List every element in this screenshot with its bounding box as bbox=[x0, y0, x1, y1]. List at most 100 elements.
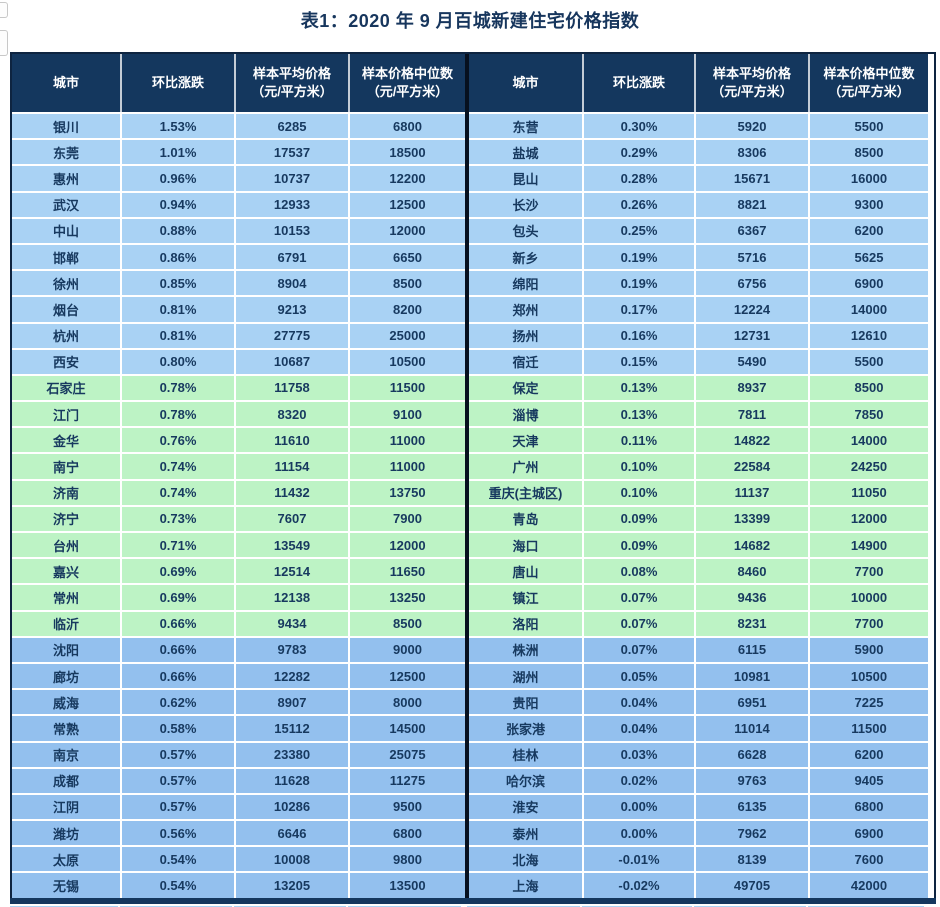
cell-change: 0.57% bbox=[122, 740, 236, 767]
cell-avg-price: 7811 bbox=[696, 400, 810, 427]
cell-avg-price: 11014 bbox=[696, 714, 810, 741]
cell-change: 0.96% bbox=[122, 164, 236, 191]
cell-city: 杭州 bbox=[12, 321, 122, 348]
cell-city: 潍坊 bbox=[12, 819, 122, 846]
cell-avg-price: 9763 bbox=[696, 766, 810, 793]
cell-city: 嘉兴 bbox=[12, 557, 122, 584]
cell-city: 江阴 bbox=[12, 792, 122, 820]
cell-city: 南京 bbox=[12, 740, 122, 767]
cell-avg-price: 10981 bbox=[696, 661, 810, 689]
cell-avg-price: 10286 bbox=[236, 792, 350, 820]
cell-median-price: 6650 bbox=[350, 242, 465, 270]
cell-change: 0.56% bbox=[122, 819, 236, 846]
cell-avg-price: 14822 bbox=[696, 426, 810, 453]
cell-avg-price: 15112 bbox=[236, 714, 350, 741]
cell-change: 0.30% bbox=[584, 112, 696, 139]
cell-city: 扬州 bbox=[469, 321, 584, 348]
cell-median-price: 8500 bbox=[810, 138, 928, 165]
cell-avg-price: 8904 bbox=[236, 269, 350, 296]
cell-change: 0.78% bbox=[122, 373, 236, 401]
cell-avg-price: 8907 bbox=[236, 688, 350, 715]
cell-avg-price: 5716 bbox=[696, 242, 810, 270]
cell-median-price: 9500 bbox=[350, 792, 465, 820]
cropped-row-cell bbox=[234, 905, 346, 907]
cell-city: 桂林 bbox=[469, 740, 584, 767]
cell-change: 0.13% bbox=[584, 373, 696, 401]
cell-change: 0.54% bbox=[122, 871, 236, 898]
cell-avg-price: 22584 bbox=[696, 452, 810, 479]
table-center-divider bbox=[465, 54, 469, 898]
cell-city: 南宁 bbox=[12, 452, 122, 479]
cell-median-price: 13250 bbox=[350, 583, 465, 610]
cell-avg-price: 6135 bbox=[696, 792, 810, 820]
cell-city: 成都 bbox=[12, 766, 122, 793]
cell-avg-price: 12933 bbox=[236, 190, 350, 217]
cell-city: 济宁 bbox=[12, 504, 122, 531]
cell-median-price: 12000 bbox=[350, 531, 465, 558]
cell-city: 广州 bbox=[469, 452, 584, 479]
cropped-row-cell bbox=[10, 905, 118, 907]
cell-change: 0.66% bbox=[122, 635, 236, 662]
cell-change: 0.19% bbox=[584, 242, 696, 270]
cell-change: 0.57% bbox=[122, 766, 236, 793]
cell-avg-price: 6951 bbox=[696, 688, 810, 715]
cell-median-price: 6800 bbox=[350, 112, 465, 139]
cell-change: 0.81% bbox=[122, 321, 236, 348]
cropped-row-cell bbox=[348, 905, 461, 907]
column-header-avg-price: 样本平均价格 （元/平方米） bbox=[236, 54, 350, 112]
cell-median-price: 12000 bbox=[810, 504, 928, 531]
cell-median-price: 8500 bbox=[350, 609, 465, 636]
cell-avg-price: 27775 bbox=[236, 321, 350, 348]
cell-avg-price: 10008 bbox=[236, 845, 350, 872]
cell-median-price: 9800 bbox=[350, 845, 465, 872]
cell-change: 0.11% bbox=[584, 426, 696, 453]
cell-change: 0.29% bbox=[584, 138, 696, 165]
cell-median-price: 6200 bbox=[810, 740, 928, 767]
cell-avg-price: 11154 bbox=[236, 452, 350, 479]
cell-change: 0.00% bbox=[584, 819, 696, 846]
cell-city: 石家庄 bbox=[12, 373, 122, 401]
cell-avg-price: 9213 bbox=[236, 295, 350, 322]
cell-median-price: 6800 bbox=[350, 819, 465, 846]
cell-avg-price: 14682 bbox=[696, 531, 810, 558]
cell-change: 0.71% bbox=[122, 531, 236, 558]
cell-change: 0.85% bbox=[122, 269, 236, 296]
cell-city: 临沂 bbox=[12, 609, 122, 636]
cell-city: 常州 bbox=[12, 583, 122, 610]
cell-median-price: 9300 bbox=[810, 190, 928, 217]
cell-median-price: 7225 bbox=[810, 688, 928, 715]
cell-change: 0.08% bbox=[584, 557, 696, 584]
cell-change: 0.09% bbox=[584, 504, 696, 531]
cell-avg-price: 6791 bbox=[236, 242, 350, 270]
cell-median-price: 11000 bbox=[350, 452, 465, 479]
column-header-median-price: 样本价格中位数 （元/平方米） bbox=[810, 54, 928, 112]
cell-avg-price: 6285 bbox=[236, 112, 350, 139]
cell-city: 重庆(主城区) bbox=[469, 478, 584, 505]
cell-avg-price: 12282 bbox=[236, 661, 350, 689]
cell-median-price: 25075 bbox=[350, 740, 465, 767]
cell-median-price: 14000 bbox=[810, 426, 928, 453]
cell-city: 长沙 bbox=[469, 190, 584, 217]
cell-change: 0.66% bbox=[122, 609, 236, 636]
cell-change: 0.03% bbox=[584, 740, 696, 767]
cell-city: 烟台 bbox=[12, 295, 122, 322]
cell-median-price: 10000 bbox=[810, 583, 928, 610]
cell-avg-price: 8937 bbox=[696, 373, 810, 401]
cell-avg-price: 6628 bbox=[696, 740, 810, 767]
cell-change: 0.66% bbox=[122, 661, 236, 689]
cell-median-price: 16000 bbox=[810, 164, 928, 191]
cell-median-price: 14000 bbox=[810, 295, 928, 322]
cell-change: 0.88% bbox=[122, 216, 236, 243]
cell-city: 海口 bbox=[469, 531, 584, 558]
cell-change: 0.94% bbox=[122, 190, 236, 217]
cell-median-price: 10500 bbox=[350, 347, 465, 374]
cell-change: 0.69% bbox=[122, 557, 236, 584]
cell-avg-price: 13205 bbox=[236, 871, 350, 898]
cell-avg-price: 11137 bbox=[696, 478, 810, 505]
cell-avg-price: 8139 bbox=[696, 845, 810, 872]
cell-change: 0.28% bbox=[584, 164, 696, 191]
cell-avg-price: 11628 bbox=[236, 766, 350, 793]
cropped-row-cell bbox=[694, 905, 806, 907]
cell-city: 湖州 bbox=[469, 661, 584, 689]
cell-avg-price: 5920 bbox=[696, 112, 810, 139]
